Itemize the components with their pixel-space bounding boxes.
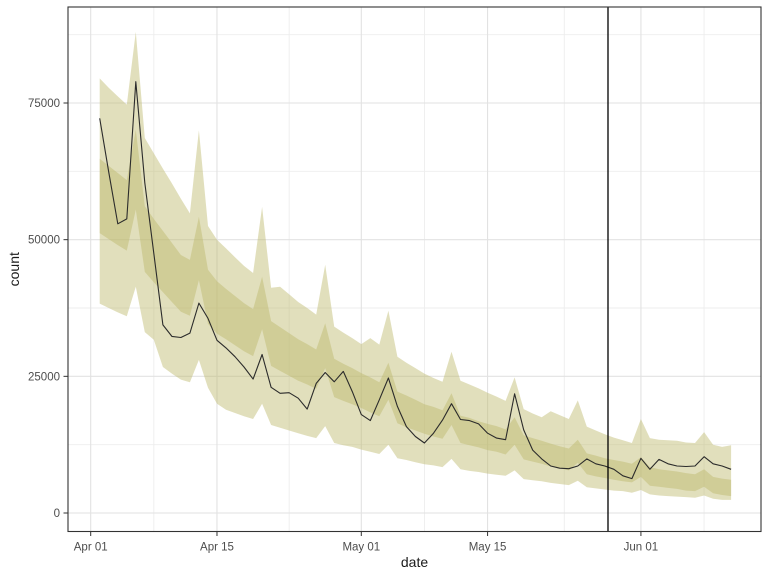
y-axis-title: count: [6, 252, 22, 286]
x-tick-label: Apr 15: [200, 542, 234, 554]
axis-tick-labels: Apr 01 Apr 15 May 01 May 15 Jun 01 0 25000 5000…: [28, 98, 658, 553]
gridlines-minor: [68, 7, 761, 532]
outer-confidence-ribbon: [99, 31, 732, 500]
y-tick-label: 25000: [28, 371, 60, 383]
confidence-ribbons: [99, 31, 732, 500]
inner-confidence-ribbon: [99, 129, 732, 497]
y-tick-label: 50000: [28, 235, 60, 247]
actual-count-line: [99, 81, 732, 480]
x-axis-title: date: [401, 554, 428, 570]
x-tick-label: Apr 01: [74, 542, 108, 554]
y-tick-label: 0: [54, 508, 60, 520]
x-tick-label: Jun 01: [624, 542, 659, 554]
axis-tick-marks: [63, 102, 642, 536]
x-tick-label: May 01: [342, 542, 380, 554]
gridlines-major: [68, 7, 761, 532]
x-tick-label: May 15: [469, 542, 507, 554]
y-tick-label: 75000: [28, 98, 60, 110]
panel-border: [67, 6, 762, 533]
